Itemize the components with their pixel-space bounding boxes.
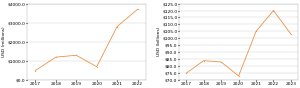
Y-axis label: USD (billions): USD (billions) — [157, 27, 161, 56]
Y-axis label: USD (millions): USD (millions) — [2, 27, 6, 57]
